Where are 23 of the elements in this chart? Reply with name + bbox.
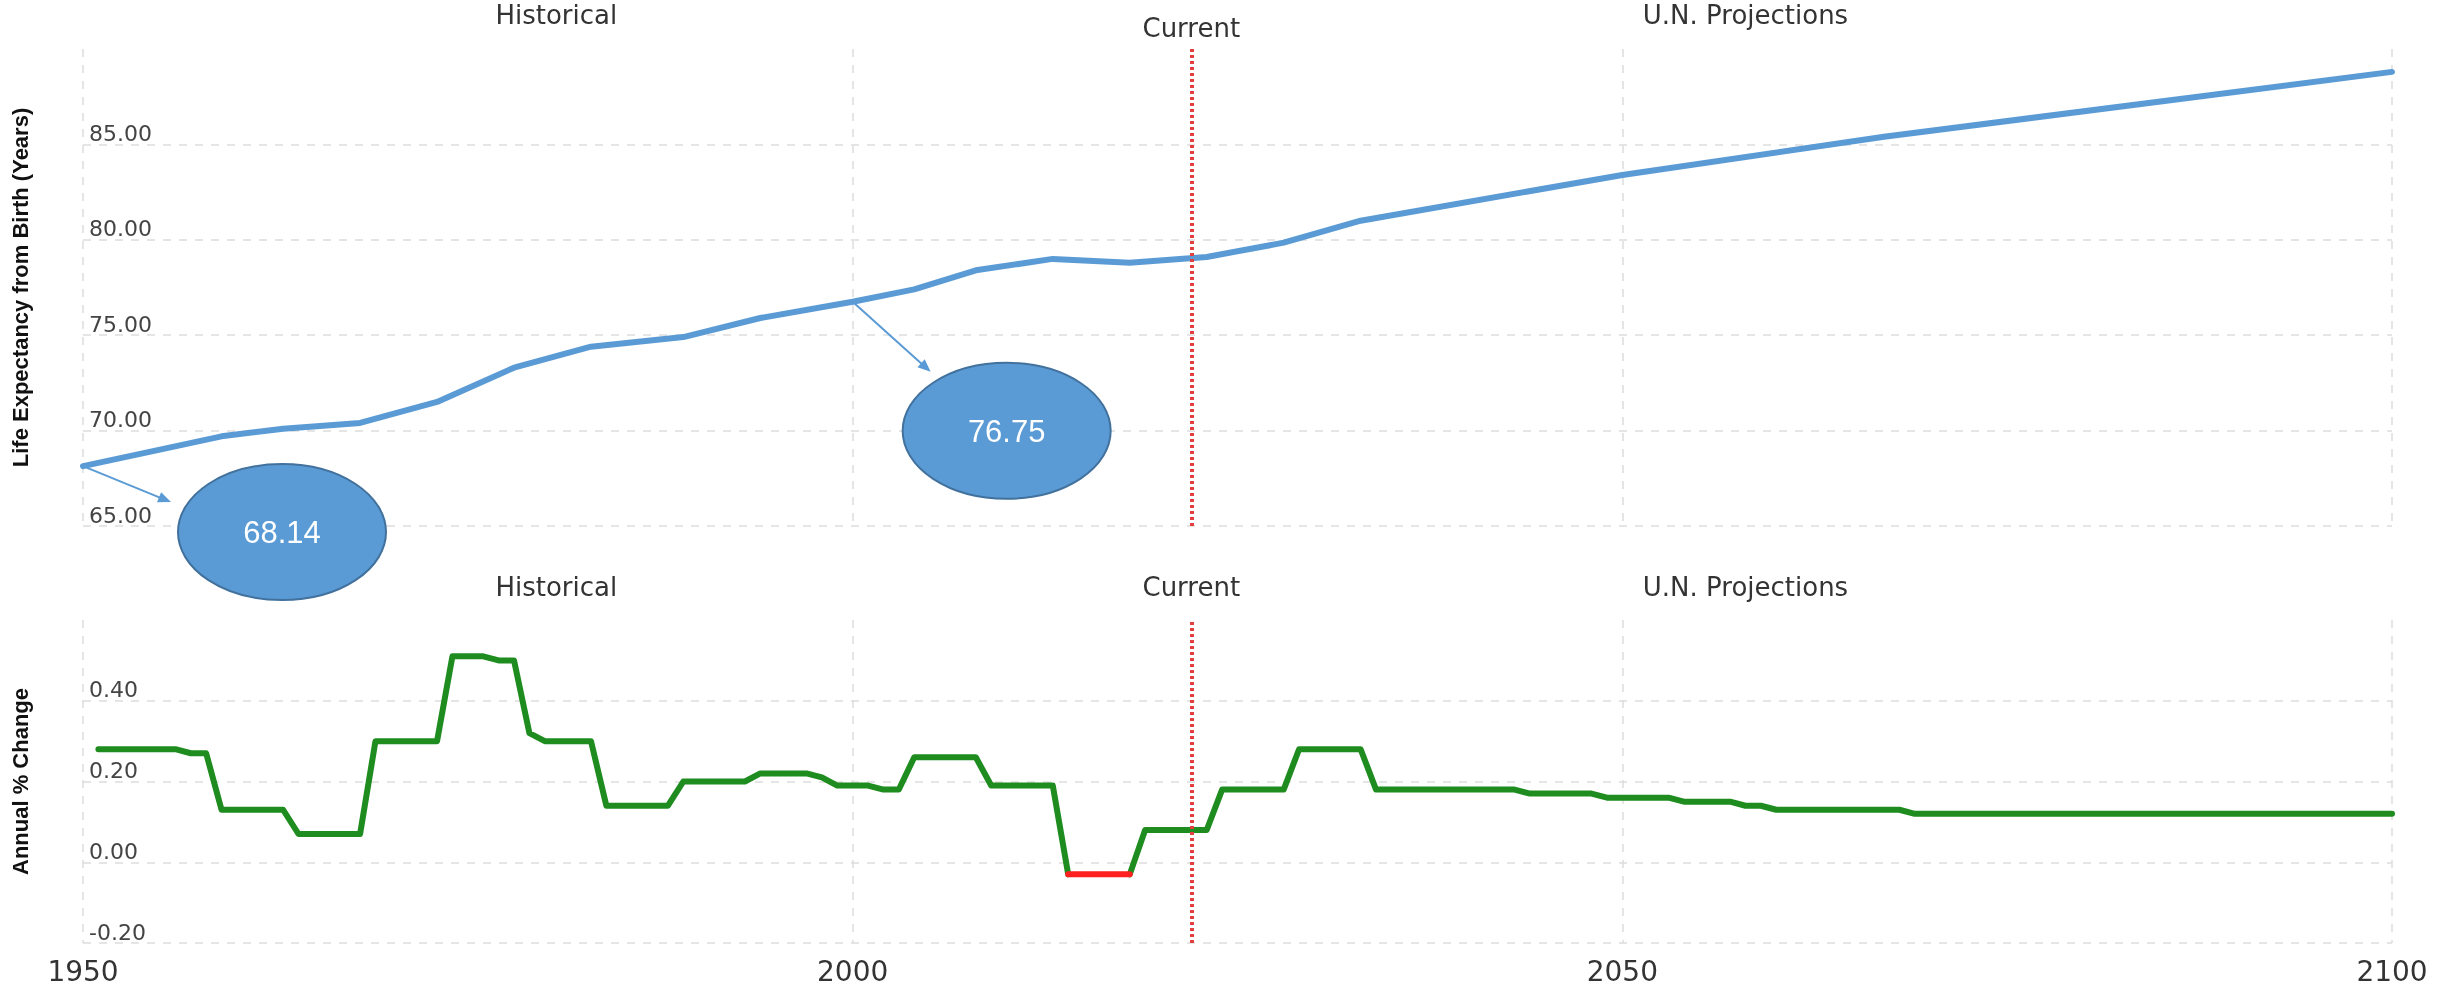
y-tick-label: 0.00 (89, 838, 138, 864)
y-tick-label: 0.20 (89, 758, 138, 783)
y-tick-label: 85.00 (89, 120, 152, 146)
y-tick-label: -0.20 (89, 919, 146, 945)
x-tick-label: 1950 (47, 954, 119, 987)
ref-line-label: Current (1142, 13, 1241, 43)
text: U.N. Projections (1642, 0, 1849, 30)
y-tick-label: 70.00 (89, 407, 152, 433)
annotation: 76.75 (967, 413, 1046, 449)
y-tick-label: 65.00 (89, 502, 152, 528)
y-axis-title: Life Expectancy from Birth (Years) (7, 107, 33, 468)
y-axis-title: Annual % Change (7, 687, 33, 876)
annotation: 68.14 (243, 515, 321, 551)
y-tick-label: 80.00 (89, 216, 152, 242)
text: Historical (495, 572, 618, 602)
text: Historical (495, 0, 618, 30)
x-tick-label: 2100 (2356, 954, 2428, 987)
ref-line-label: Current (1142, 572, 1241, 602)
x-tick-label: 2000 (817, 954, 889, 987)
text: U.N. Projections (1642, 572, 1849, 602)
y-tick-label: 0.40 (89, 677, 138, 703)
x-tick-label: 2050 (1586, 954, 1658, 987)
y-tick-label: 75.00 (89, 311, 152, 337)
